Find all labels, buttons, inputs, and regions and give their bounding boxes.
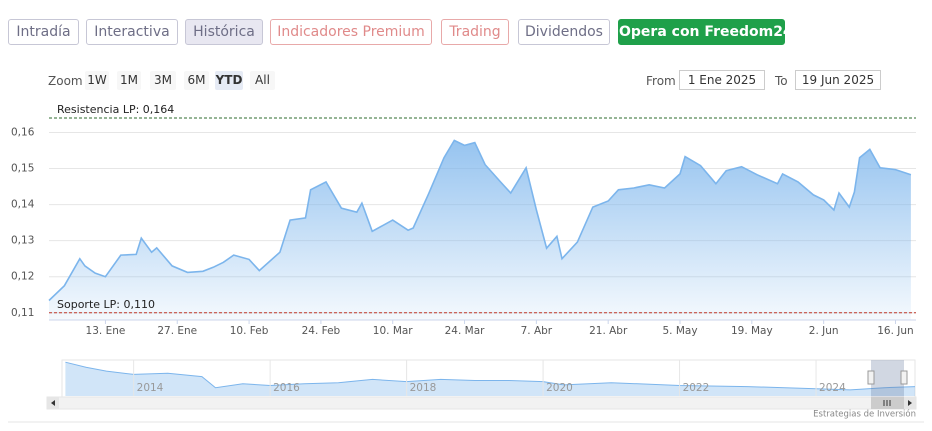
area [65, 362, 915, 396]
y-tick-label: 0,13 [11, 235, 34, 247]
x-tick-label: 2018 [410, 382, 437, 394]
to-label: To [775, 74, 788, 88]
y-tick-label: 0,15 [11, 163, 34, 175]
tab[interactable]: Interactiva [86, 19, 178, 45]
tab[interactable]: Opera con Freedom24 [618, 19, 793, 45]
scrollbar[interactable] [46, 396, 917, 410]
x-tick-label: 2014 [137, 382, 164, 394]
from-label: From [646, 74, 676, 88]
y-tick-label: 0,12 [11, 271, 34, 283]
x-tick-label: 2020 [546, 382, 573, 394]
arrow-right [908, 400, 912, 406]
to-input[interactable]: 19 Jun 2025 [795, 70, 881, 90]
zoom-button[interactable]: All [250, 71, 275, 90]
x-tick-label: 21. Abr [589, 325, 628, 337]
navigator: 2014 2016 2018 2020 2022 2024 [65, 360, 916, 396]
arrow-left [51, 400, 55, 406]
tab[interactable]: Histórica [185, 19, 263, 45]
x-tick-label: 19. May [731, 325, 773, 337]
navigator-handle[interactable] [900, 370, 908, 385]
zoom-button[interactable]: 6M [184, 71, 209, 90]
x-tick-label: 16. Jun [877, 325, 913, 337]
x-tick-label: 2024 [819, 382, 846, 394]
zoom-button[interactable]: 1W [85, 71, 109, 90]
zoom-button[interactable]: YTD [215, 71, 243, 90]
y-tick-label: 0,16 [11, 126, 35, 138]
zoom-button[interactable]: 3M [150, 71, 176, 90]
plot-line-label: Soporte LP: 0,110 [57, 298, 155, 311]
credit: Estrategias de Inversión [813, 409, 916, 420]
x-tick-label: 10. Feb [230, 325, 269, 337]
tab[interactable]: Trading [441, 19, 509, 45]
tab[interactable]: Intradía [8, 19, 79, 45]
x-tick-label: 5. May [662, 325, 697, 337]
x-tick-label: 7. Abr [521, 325, 553, 337]
area [49, 140, 911, 320]
x-tick-label: 27. Ene [157, 325, 197, 337]
line [48, 139, 912, 302]
x-tick-label: 13. Ene [86, 325, 126, 337]
x-tick-label: 2022 [683, 382, 710, 394]
thumb-grip [883, 400, 891, 406]
from-input[interactable]: 1 Ene 2025 [679, 70, 765, 90]
y-tick-label: 0,14 [11, 199, 35, 211]
navigator-selection[interactable] [871, 360, 904, 397]
x-tick-label: 2. Jun [809, 325, 839, 337]
zoom-button[interactable]: 1M [117, 71, 141, 90]
y-tick-label: 0,11 [11, 307, 34, 319]
x-tick-label: 10. Mar [373, 325, 414, 337]
x-tick-label: 24. Feb [302, 325, 341, 337]
navigator-handle[interactable] [867, 370, 875, 385]
tab[interactable]: Dividendos [518, 19, 610, 45]
zoom-label: Zoom [48, 74, 83, 88]
plot-line-label: Resistencia LP: 0,164 [57, 103, 174, 116]
x-tick-label: 2016 [273, 382, 300, 394]
x-tick-label: 24. Mar [445, 325, 486, 337]
tab[interactable]: Indicadores Premium [270, 19, 432, 45]
main-plot: 0,11 0,12 0,13 0,14 0,15 0,16 13. Ene 27. Ene 10… [11, 103, 916, 337]
